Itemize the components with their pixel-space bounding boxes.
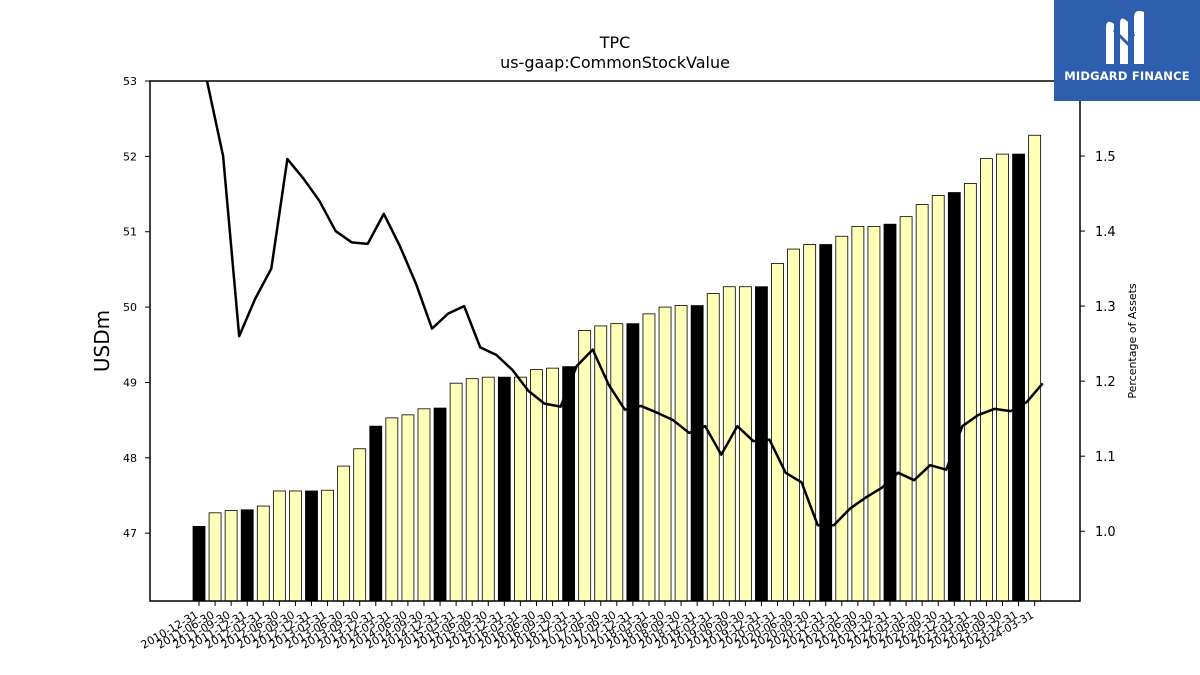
y2-tick-label: 1.1 bbox=[1095, 450, 1116, 465]
bar-2012-12-31 bbox=[321, 489, 334, 602]
x-axis: 2010-12-312011-06-302011-09-302011-12-31… bbox=[139, 601, 1036, 652]
logo-text: MIDGARD FINANCE bbox=[1064, 69, 1190, 83]
midgard-finance-logo: MIDGARD FINANCE bbox=[1054, 0, 1200, 101]
bar-2013-12-31 bbox=[385, 417, 399, 602]
plot-frame bbox=[149, 80, 1081, 602]
bar-2018-09-30 bbox=[690, 305, 704, 602]
y-axis-label: USDm bbox=[90, 310, 114, 372]
bar-2012-03-31 bbox=[272, 490, 286, 602]
bar-2023-03-31 bbox=[980, 158, 993, 602]
midgard-m-icon bbox=[1106, 10, 1144, 65]
bar-2013-06-30 bbox=[353, 448, 367, 602]
y2-tick-label: 1.5 bbox=[1095, 150, 1116, 165]
bar-2012-06-30 bbox=[289, 490, 302, 602]
bar-2011-03-31 bbox=[208, 512, 222, 602]
bar-2017-06-30 bbox=[610, 323, 624, 602]
bar-2017-12-31 bbox=[642, 313, 656, 602]
bar-2012-09-30 bbox=[305, 490, 318, 602]
y-tick-label: 49 bbox=[123, 376, 137, 389]
right-axis: 1.0 1.1 1.2 1.3 1.4 1.5 bbox=[1080, 150, 1116, 540]
bar-2019-09-30 bbox=[755, 286, 768, 602]
bar-2016-03-31 bbox=[530, 369, 543, 602]
bar-2021-09-30 bbox=[883, 223, 897, 602]
y2-tick-label: 1.2 bbox=[1095, 375, 1116, 390]
bar-2011-12-31 bbox=[256, 505, 270, 602]
y-tick-label: 48 bbox=[123, 452, 137, 465]
y-tick-label: 52 bbox=[123, 150, 137, 163]
bar-2015-06-30 bbox=[481, 376, 495, 602]
bar-2015-12-31 bbox=[514, 376, 527, 602]
bar-2013-09-30 bbox=[369, 425, 383, 602]
bar-2020-03-31 bbox=[787, 248, 800, 602]
bar-2022-12-31 bbox=[963, 183, 977, 602]
bar-2014-12-31 bbox=[449, 382, 463, 602]
bar-2014-09-30 bbox=[433, 407, 447, 602]
chart-title: TPC bbox=[599, 33, 631, 52]
y2-tick-label: 1.3 bbox=[1095, 300, 1116, 315]
bar-2020-09-30 bbox=[819, 244, 833, 602]
bar-2015-09-30 bbox=[497, 376, 511, 602]
bar-2023-12-31 bbox=[1028, 134, 1042, 602]
y2-tick-label: 1.0 bbox=[1095, 525, 1116, 540]
bar-2022-03-31 bbox=[915, 204, 929, 602]
bar-2020-06-30 bbox=[803, 244, 817, 602]
bar-2018-03-31 bbox=[658, 306, 672, 602]
bar-2023-06-30 bbox=[996, 153, 1009, 602]
bar-2013-03-31 bbox=[337, 465, 351, 602]
bar-2017-09-30 bbox=[626, 323, 640, 602]
bar-2014-03-31 bbox=[401, 414, 415, 602]
bar-2023-09-30 bbox=[1012, 153, 1025, 602]
bar-2021-03-31 bbox=[851, 226, 865, 602]
y-tick-label: 50 bbox=[123, 301, 137, 314]
bar-2021-12-31 bbox=[899, 216, 913, 602]
chart-subtitle: us-gaap:CommonStockValue bbox=[500, 53, 730, 72]
bar-2016-12-31 bbox=[578, 330, 592, 602]
line-series bbox=[205, 81, 1044, 527]
y-tick-label: 51 bbox=[123, 226, 137, 239]
left-axis: 47 48 49 50 51 52 53 bbox=[123, 75, 150, 540]
bar-2010-12-31 bbox=[192, 525, 206, 602]
bar-2016-06-30 bbox=[546, 367, 559, 602]
bar-2020-12-31 bbox=[835, 235, 849, 602]
y2-axis-label: Percentage of Assets bbox=[1126, 283, 1139, 399]
y-tick-label: 47 bbox=[123, 527, 137, 540]
bar-2019-12-31 bbox=[771, 262, 784, 602]
bar-2016-09-30 bbox=[562, 366, 576, 602]
y-tick-label: 53 bbox=[123, 75, 137, 88]
bar-series bbox=[192, 134, 1042, 602]
bar-2015-03-31 bbox=[465, 378, 479, 602]
bar-2011-09-30 bbox=[240, 509, 254, 602]
percentage-of-assets-line bbox=[205, 81, 1044, 527]
bar-2019-06-30 bbox=[738, 286, 752, 602]
bar-2019-03-31 bbox=[722, 286, 736, 602]
bar-2014-06-30 bbox=[417, 408, 431, 602]
y2-tick-label: 1.4 bbox=[1095, 225, 1116, 240]
bar-2018-06-30 bbox=[674, 305, 688, 602]
bar-2021-06-30 bbox=[867, 226, 881, 602]
bar-2011-06-30 bbox=[224, 510, 238, 602]
bar-2022-06-30 bbox=[931, 195, 945, 602]
bar-2022-09-30 bbox=[947, 192, 961, 602]
